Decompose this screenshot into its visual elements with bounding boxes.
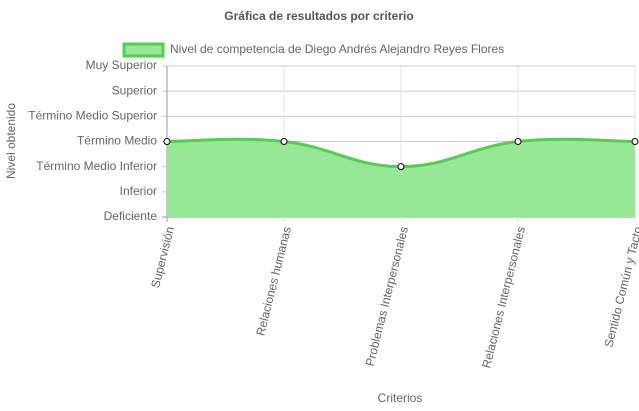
point <box>163 138 171 145</box>
y-tick-label: Inferior <box>120 184 157 198</box>
x-tick-label: Relaciones humanas <box>253 225 294 337</box>
x-tick-label: Relaciones Interpersonales <box>479 225 528 369</box>
area <box>167 139 635 217</box>
point <box>514 138 522 145</box>
point <box>397 163 405 171</box>
point <box>631 138 639 145</box>
y-tick-label: Deficiente <box>104 209 158 223</box>
x-tick-label: Supervisión <box>148 225 177 289</box>
y-tick-label: Superior <box>112 83 157 97</box>
x-tick-label: Problemas Interpersonales <box>363 225 411 368</box>
chart-title: Gráfica de resultados por criterio <box>224 9 413 23</box>
legend-swatch <box>122 42 165 58</box>
point <box>280 138 288 145</box>
y-tick-label: Término Medio <box>77 134 157 148</box>
y-tick-label: Muy Superior <box>86 58 157 72</box>
legend-label: Nivel de competencia de Diego Andrés Ale… <box>170 42 504 56</box>
y-tick-label: Término Medio Inferior <box>36 159 157 173</box>
y-tick-label: Término Medio Superior <box>28 109 157 123</box>
x-axis-title: Criterios <box>378 391 423 405</box>
y-axis-title: Nivel obtenido <box>4 103 18 179</box>
x-tick-label: Sentido Común y Tacto <box>601 225 639 349</box>
